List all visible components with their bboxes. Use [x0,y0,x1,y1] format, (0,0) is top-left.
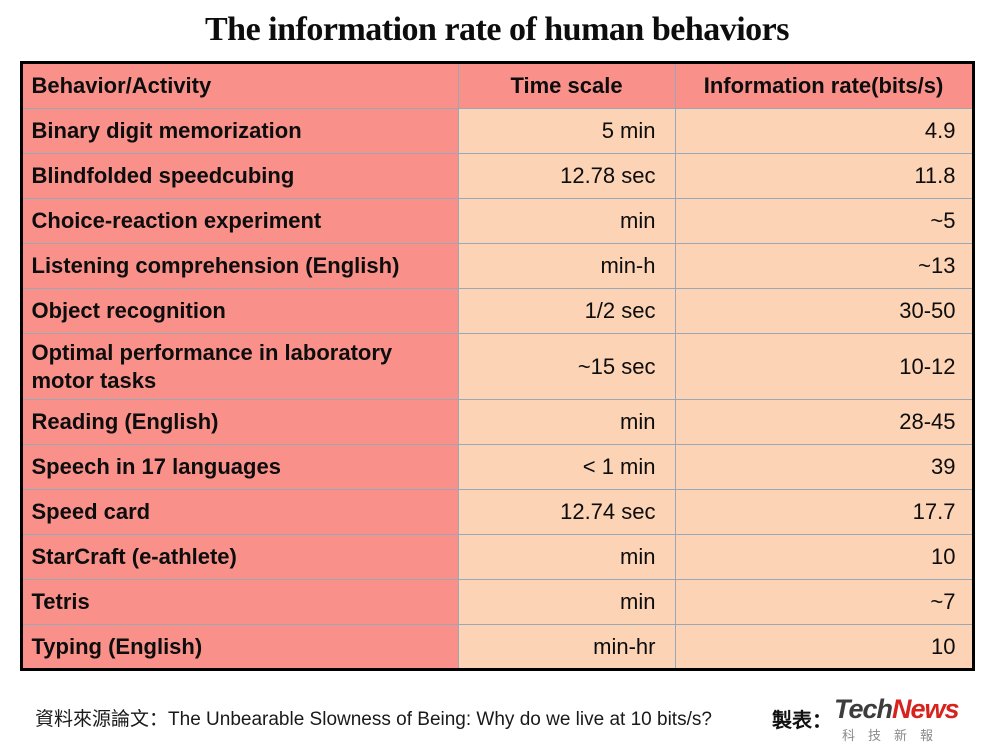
table-row: Blindfolded speedcubing 12.78 sec 11.8 [20,153,974,199]
table-row: Tetris min ~7 [20,579,974,625]
logo-subtitle: 科技新報 [842,728,947,743]
table-header: Behavior/Activity Time scale Information… [20,62,974,109]
information-rate-cell: ~5 [674,198,974,244]
behavior-cell: Object recognition [20,288,459,334]
source-note: 資料來源論文：The Unbearable Slowness of Being:… [35,695,712,731]
information-rate-cell: 4.9 [674,108,974,154]
information-rate-cell: 39 [674,444,974,490]
table-row: Object recognition 1/2 sec 30-50 [20,288,974,334]
information-rate-cell: 10 [674,534,974,580]
column-header-behavior: Behavior/Activity [20,62,459,109]
page-title: The information rate of human behaviors [205,11,790,48]
table-row: Optimal performance in laboratory motor … [20,333,974,400]
table-row: Typing (English) min-hr 10 [20,624,974,670]
source-text: The Unbearable Slowness of Being: Why do… [168,708,712,730]
time-scale-cell: ~15 sec [457,333,676,400]
behavior-cell: Choice-reaction experiment [20,198,459,244]
information-rate-cell: ~13 [674,243,974,289]
footer: 資料來源論文：The Unbearable Slowness of Being:… [0,693,994,744]
information-rate-cell: 17.7 [674,489,974,535]
information-rate-cell: 10 [674,624,974,670]
behavior-cell: Optimal performance in laboratory motor … [20,333,459,400]
information-rate-cell: 11.8 [674,153,974,199]
source-label: 資料來源論文： [35,708,169,730]
column-header-time-scale: Time scale [457,62,676,109]
table-body: Binary digit memorization 5 min 4.9 Blin… [20,108,974,670]
time-scale-cell: min [457,198,676,244]
table-row: Speed card 12.74 sec 17.7 [20,489,974,535]
time-scale-cell: 1/2 sec [457,288,676,334]
time-scale-cell: min [457,579,676,625]
time-scale-cell: 12.74 sec [457,489,676,535]
information-rate-cell: 10-12 [674,333,974,400]
time-scale-cell: 5 min [457,108,676,154]
behavior-cell: Tetris [20,579,459,625]
time-scale-cell: 12.78 sec [457,153,676,199]
behavior-cell: Speech in 17 languages [20,444,459,490]
behavior-cell: Binary digit memorization [20,108,459,154]
header-row: Behavior/Activity Time scale Information… [20,62,974,109]
info-rate-table: Behavior/Activity Time scale Information… [19,61,975,671]
time-scale-cell: min-hr [457,624,676,670]
behavior-cell: Speed card [20,489,459,535]
time-scale-cell: min [457,399,676,445]
information-rate-cell: 28-45 [674,399,974,445]
time-scale-cell: < 1 min [457,444,676,490]
table-row: Binary digit memorization 5 min 4.9 [20,108,974,154]
time-scale-cell: min [457,534,676,580]
behavior-cell: Blindfolded speedcubing [20,153,459,199]
logo-news-text: News [892,693,960,724]
table-row: Listening comprehension (English) min-h … [20,243,974,289]
table-row: Choice-reaction experiment min ~5 [20,198,974,244]
column-header-information-rate: Information rate(bits/s) [674,62,974,109]
credit: 製表： TechNews 科技新報 [772,693,976,744]
logo-tech-text: Tech [834,693,893,724]
behavior-cell: Typing (English) [20,624,459,670]
behavior-cell: StarCraft (e-athlete) [20,534,459,580]
time-scale-cell: min-h [457,243,676,289]
table-row: StarCraft (e-athlete) min 10 [20,534,974,580]
table-row: Reading (English) min 28-45 [20,399,974,445]
table-row: Speech in 17 languages < 1 min 39 [20,444,974,490]
behavior-cell: Reading (English) [20,399,459,445]
technews-logo: TechNews 科技新報 [834,693,976,744]
information-rate-cell: ~7 [674,579,974,625]
credit-label: 製表： [772,709,832,732]
behavior-cell: Listening comprehension (English) [20,243,459,289]
logo-wordmark: TechNews [834,693,976,724]
information-rate-cell: 30-50 [674,288,974,334]
